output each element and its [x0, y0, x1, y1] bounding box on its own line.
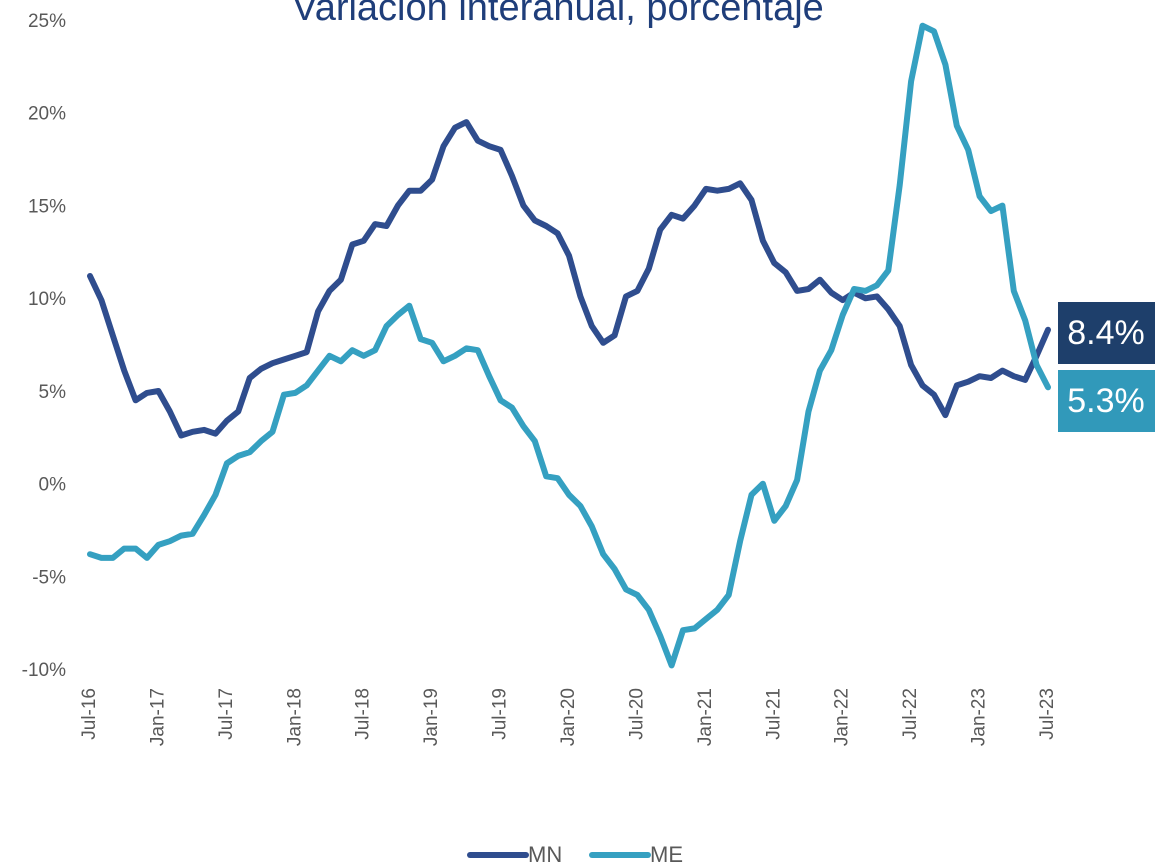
chart-title: Variación interanual, porcentaje [292, 0, 824, 29]
y-tick-label: -5% [32, 567, 66, 588]
y-tick-label: 15% [28, 196, 66, 217]
series-line [87, 119, 1051, 439]
value-label: 8.4% [1067, 314, 1145, 352]
x-tick-label: Jul-17 [216, 688, 237, 740]
y-tick-label: 25% [28, 11, 66, 32]
legend-label: MN [528, 842, 562, 867]
y-tick-label: 5% [39, 382, 67, 403]
x-tick-label: Jul-20 [626, 688, 647, 740]
x-tick-label: Jul-21 [763, 688, 784, 740]
value-label: 5.3% [1067, 382, 1145, 420]
x-tick-label: Jul-22 [900, 688, 921, 740]
y-tick-label: 20% [28, 104, 66, 125]
x-tick-label: Jul-23 [1037, 688, 1058, 740]
x-tick-label: Jul-18 [353, 688, 374, 740]
y-tick-label: 10% [28, 289, 66, 310]
x-tick-label: Jan-17 [147, 688, 168, 746]
x-tick-label: Jan-18 [284, 688, 305, 746]
x-tick-label: Jul-19 [490, 688, 511, 740]
value-label-box [1058, 302, 1155, 364]
x-tick-label: Jul-16 [79, 688, 100, 740]
x-tick-label: Jan-21 [695, 688, 716, 746]
x-tick-label: Jan-22 [832, 688, 853, 746]
x-tick-label: Jan-20 [558, 688, 579, 746]
y-tick-label: 0% [39, 475, 67, 496]
series-line [87, 22, 1051, 669]
x-tick-label: Jan-23 [969, 688, 990, 746]
y-tick-label: -10% [22, 660, 66, 681]
legend-label: ME [650, 842, 683, 867]
x-tick-label: Jan-19 [421, 688, 442, 746]
value-label-box [1058, 370, 1155, 432]
